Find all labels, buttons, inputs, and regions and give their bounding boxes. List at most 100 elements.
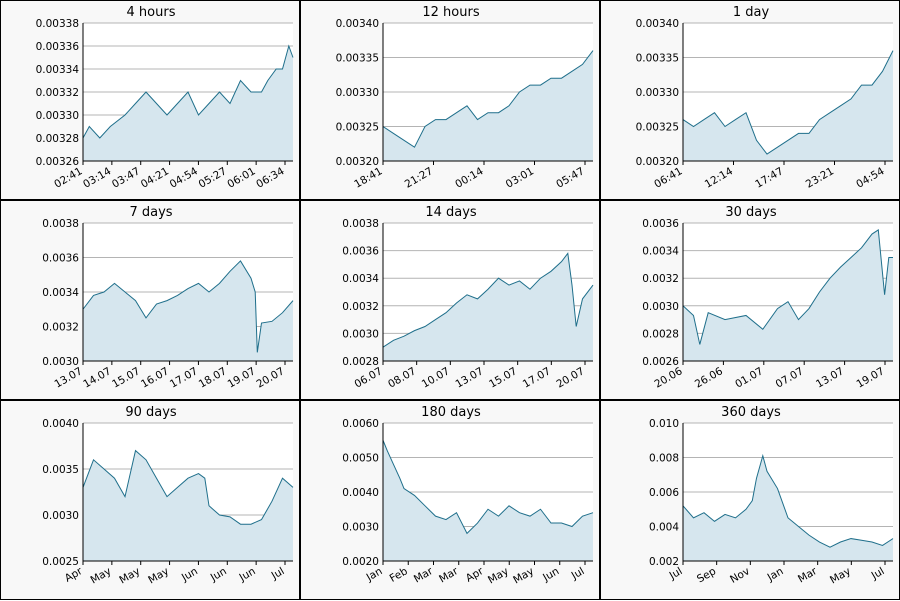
y-tick-label: 0.0034 <box>642 246 679 258</box>
x-tick-label: Mar <box>796 565 820 586</box>
x-tick-label: 26.06 <box>693 365 725 391</box>
x-tick-label: Jul <box>569 565 587 582</box>
chart-title: 180 days <box>421 405 481 420</box>
y-tick-label: 0.0025 <box>42 556 79 568</box>
y-tick-label: 0.0036 <box>342 246 379 258</box>
y-tick-label: 0.0038 <box>42 218 79 230</box>
x-tick-label: 13.07 <box>52 365 84 390</box>
x-tick-label: 05:47 <box>554 165 586 191</box>
x-tick-label: 15.07 <box>110 365 142 390</box>
series-line <box>82 449 294 525</box>
x-tick-label: May <box>146 565 171 586</box>
y-tick-label: 0.0050 <box>342 453 379 465</box>
x-tick-label: Jan <box>364 565 385 584</box>
x-tick-label: 06:34 <box>254 165 286 191</box>
chart-svg: 0.0026 0.0028 0.0030 0.0032 0.0034 0.0036 20.0… <box>642 205 893 391</box>
chart-title: 30 days <box>725 205 777 220</box>
x-tick-label: May <box>511 565 536 586</box>
series-line <box>682 50 894 155</box>
x-tick-label: 06:41 <box>652 165 684 191</box>
chart-panel: 0.00320 0.00325 0.00330 0.00335 0.00340 18:41… <box>300 0 600 200</box>
x-tick-label: 12:14 <box>703 165 735 191</box>
series-line <box>82 44 294 139</box>
x-tick-label: 23:21 <box>804 165 836 191</box>
x-tick-label: 07.07 <box>774 365 806 390</box>
series-line <box>682 453 894 548</box>
series-area <box>83 450 293 561</box>
x-tick-label: 01.07 <box>733 365 765 390</box>
x-tick-label: 15.07 <box>487 365 519 390</box>
chart-title: 12 hours <box>422 5 479 20</box>
y-tick-label: 0.006 <box>649 487 679 499</box>
x-tick-label: 00:14 <box>453 165 485 191</box>
y-tick-label: 0.00340 <box>636 18 679 30</box>
y-tick-label: 0.0038 <box>342 218 379 230</box>
y-tick-label: 0.0030 <box>342 522 379 534</box>
chart-panel: 0.0030 0.0032 0.0034 0.0036 0.0038 13.07 14.07… <box>0 200 300 400</box>
chart-title: 7 days <box>129 205 172 220</box>
x-tick-label: 19.07 <box>854 365 886 390</box>
x-tick-label: Jun <box>179 565 200 584</box>
y-tick-label: 0.0032 <box>642 273 679 285</box>
chart-title: 90 days <box>125 405 177 420</box>
y-tick-label: 0.00320 <box>636 156 679 168</box>
chart-panel: 0.0026 0.0028 0.0030 0.0032 0.0034 0.0036 20.0… <box>600 200 900 400</box>
y-tick-label: 0.00340 <box>336 18 379 30</box>
x-tick-label: Jul <box>269 565 287 582</box>
x-tick-label: 18:41 <box>352 165 384 191</box>
x-tick-label: Jul <box>667 565 685 582</box>
y-tick-label: 0.0026 <box>642 356 679 368</box>
y-tick-label: 0.0040 <box>42 418 79 430</box>
x-tick-label: 17.07 <box>168 365 200 390</box>
x-tick-label: May <box>117 565 142 586</box>
x-tick-label: Mar <box>412 565 436 586</box>
y-tick-label: 0.00338 <box>36 18 79 30</box>
chart-title: 360 days <box>721 405 781 420</box>
y-tick-label: 0.0036 <box>42 253 79 265</box>
series-area <box>683 50 893 161</box>
chart-panel: 0.0020 0.0030 0.0040 0.0050 0.0060 Jan Feb Mar M… <box>300 400 600 600</box>
chart-svg: 0.002 0.004 0.006 0.008 0.010 Jul Sep Nov Jan Mar… <box>649 405 894 586</box>
chart-panel: 0.00326 0.00328 0.00330 0.00332 0.00334 0.003… <box>0 0 300 200</box>
series-area <box>683 229 893 361</box>
chart-svg: 0.00320 0.00325 0.00330 0.00335 0.00340 18:41… <box>336 5 594 191</box>
chart-svg: 0.00320 0.00325 0.00330 0.00335 0.00340 06:41… <box>636 5 894 191</box>
x-tick-label: 03:47 <box>110 165 142 191</box>
x-tick-label: 08.07 <box>386 365 418 390</box>
y-tick-label: 0.00328 <box>36 133 79 145</box>
y-tick-label: 0.00325 <box>336 122 379 134</box>
series-area <box>383 253 593 361</box>
y-tick-label: 0.0030 <box>642 301 679 313</box>
y-tick-label: 0.0035 <box>42 464 79 476</box>
x-tick-label: 20.06 <box>652 365 684 391</box>
x-tick-label: 10.07 <box>420 365 452 390</box>
y-tick-label: 0.0028 <box>642 328 679 340</box>
x-tick-label: 04:21 <box>139 165 171 191</box>
y-tick-label: 0.004 <box>649 522 679 534</box>
y-tick-label: 0.0034 <box>342 273 379 285</box>
series-area <box>383 50 593 161</box>
y-tick-label: 0.002 <box>649 556 679 568</box>
chart-panel: 0.00320 0.00325 0.00330 0.00335 0.00340 06:41… <box>600 0 900 200</box>
chart-panel: 0.0028 0.0030 0.0032 0.0034 0.0036 0.0038 06.0… <box>300 200 600 400</box>
y-tick-label: 0.0020 <box>342 556 379 568</box>
x-tick-label: 03:01 <box>504 165 536 191</box>
series-area <box>83 46 293 161</box>
x-tick-label: 04:54 <box>168 165 200 191</box>
y-tick-label: 0.0034 <box>42 287 79 299</box>
y-tick-label: 0.00330 <box>636 87 679 99</box>
x-tick-label: 16.07 <box>139 365 171 390</box>
x-tick-label: Feb <box>388 565 410 585</box>
series-area <box>83 260 293 361</box>
x-tick-label: May <box>89 565 114 586</box>
x-tick-label: 03:14 <box>81 165 113 191</box>
x-tick-label: Jun <box>540 565 561 584</box>
x-tick-label: 06:01 <box>225 165 257 191</box>
y-tick-label: 0.00335 <box>336 53 379 65</box>
y-tick-label: 0.00326 <box>36 156 80 168</box>
y-tick-label: 0.0060 <box>342 418 379 430</box>
x-tick-label: 13.07 <box>453 365 485 390</box>
y-tick-label: 0.00325 <box>636 122 679 134</box>
